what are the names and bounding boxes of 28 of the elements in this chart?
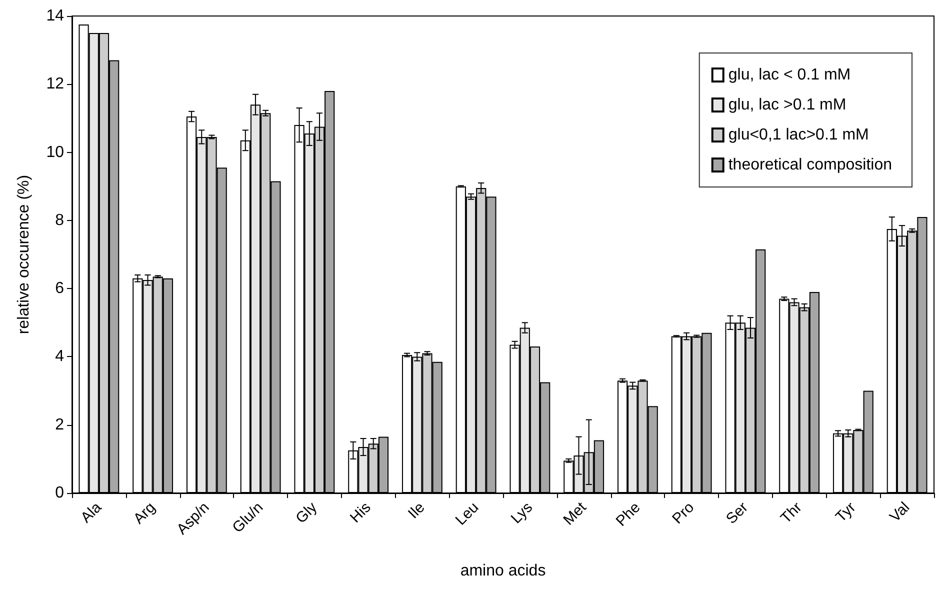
x-tick-label: Met	[560, 498, 590, 529]
y-tick-label: 6	[55, 280, 64, 298]
y-tick-label: 0	[55, 484, 64, 502]
y-axis-title: relative occurence (%)	[16, 174, 32, 334]
y-tick-label: 10	[46, 144, 64, 161]
x-tick-label: His	[346, 498, 374, 526]
legend-label: glu, lac >0.1 mM	[728, 96, 846, 114]
y-tick-label: 4	[55, 348, 64, 366]
x-tick-label: Leu	[452, 498, 482, 529]
y-tick-label: 14	[46, 8, 64, 24]
legend-label: glu, lac < 0.1 mM	[728, 66, 851, 84]
x-tick-label: Gly	[292, 498, 321, 527]
y-tick-label: 2	[55, 416, 64, 434]
x-axis-title: amino acids	[460, 562, 546, 580]
x-tick-label: Ile	[404, 498, 428, 522]
x-tick-label: Thr	[777, 498, 806, 527]
x-tick-label: Tyr	[832, 498, 860, 526]
x-tick-label: Lys	[508, 498, 536, 528]
x-tick-label: Val	[886, 498, 914, 526]
y-tick-label: 8	[55, 212, 64, 229]
x-tick-label: Pro	[669, 498, 698, 528]
x-tick-label: Ala	[78, 498, 106, 526]
legend-label: theoretical composition	[728, 156, 892, 174]
y-tick-label: 12	[46, 76, 64, 93]
x-tick-label: Arg	[130, 498, 159, 528]
x-tick-label: Ser	[722, 498, 752, 528]
legend-label: glu<0,1 lac>0.1 mM	[728, 126, 869, 144]
x-tick-label: Phe	[612, 498, 644, 530]
